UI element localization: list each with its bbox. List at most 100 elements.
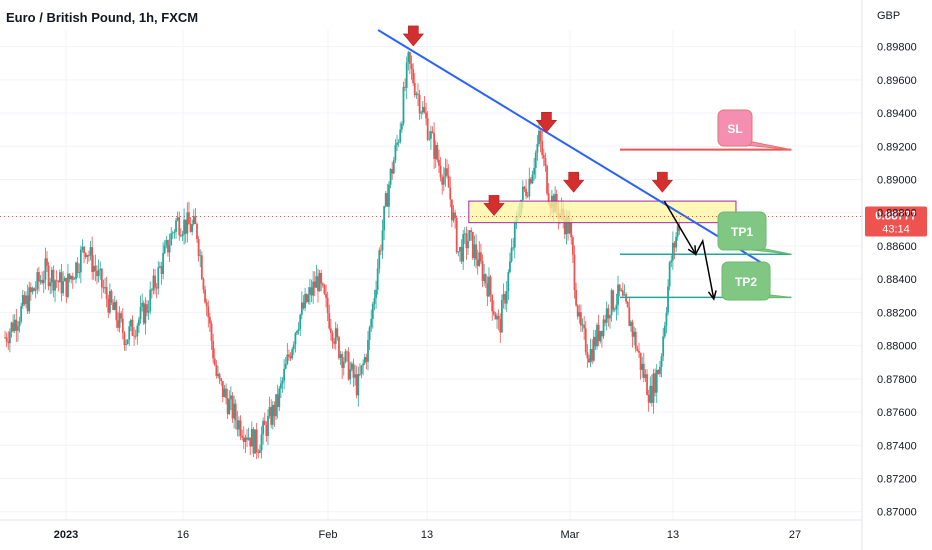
candle-body — [591, 348, 594, 361]
candle-body — [659, 366, 661, 374]
candle-body — [4, 337, 6, 339]
candle-body — [363, 357, 366, 364]
callout-box-tp2 — [721, 261, 771, 301]
candle-body — [25, 295, 27, 305]
candle-body — [436, 144, 439, 160]
candle-body — [255, 429, 258, 453]
candle-body — [602, 319, 605, 337]
candle-body — [523, 186, 526, 190]
candle-body — [244, 437, 247, 442]
candle-body — [60, 272, 63, 294]
x-tick-label: 16 — [177, 529, 189, 541]
candle-body — [617, 284, 619, 305]
candle-body — [44, 258, 47, 280]
candle-body — [162, 253, 165, 274]
candle-body — [354, 374, 356, 378]
candle-body — [97, 270, 100, 277]
candle-body — [179, 235, 182, 237]
candle-body — [284, 363, 287, 369]
last-price-badge — [865, 206, 927, 237]
candle-body — [134, 335, 137, 337]
candle-body — [63, 278, 66, 282]
candle-body — [112, 302, 115, 310]
candle-body — [220, 378, 223, 382]
candle-body — [368, 327, 371, 341]
candle-body — [667, 286, 669, 313]
candle-body — [29, 287, 32, 293]
candle-body — [465, 233, 468, 249]
candle-body — [370, 318, 373, 328]
candle-body — [126, 339, 129, 344]
candle-body — [246, 437, 248, 440]
y-tick-label: 0.88000 — [877, 341, 917, 353]
candle-body — [367, 340, 369, 362]
x-tick-label: 27 — [789, 529, 801, 541]
candle-body — [463, 233, 466, 235]
y-tick-label: 0.89600 — [877, 75, 917, 87]
candle-body — [250, 428, 253, 447]
candle-body — [426, 118, 429, 140]
candle-body — [110, 291, 113, 303]
candle-body — [209, 317, 211, 324]
candle-body — [265, 425, 268, 436]
candle-body — [536, 143, 539, 153]
candle-body — [118, 313, 121, 328]
candle-body — [283, 368, 286, 381]
candle-body — [438, 159, 440, 166]
candle-body — [418, 94, 421, 114]
candle-body — [46, 258, 48, 266]
candle-body — [439, 165, 442, 178]
candle-body — [457, 251, 460, 253]
candle-body — [270, 407, 273, 425]
candle-body — [234, 403, 237, 421]
candle-body — [531, 174, 534, 184]
candle-body — [328, 313, 331, 329]
candle-body — [630, 321, 632, 327]
candle-body — [200, 255, 203, 280]
candle-body — [67, 273, 69, 297]
candle-body — [649, 385, 652, 403]
y-tick-label: 0.88200 — [877, 307, 917, 319]
candle-body — [533, 167, 536, 175]
candle-body — [305, 294, 308, 303]
candle-body — [654, 373, 657, 393]
candle-body — [505, 291, 508, 304]
candle-body — [79, 249, 82, 273]
candle-body — [588, 358, 590, 363]
x-tick-label: 2023 — [54, 529, 78, 541]
candle-body — [99, 268, 102, 271]
candle-body — [304, 294, 306, 309]
y-tick-label: 0.89400 — [877, 108, 917, 120]
candle-body — [534, 152, 537, 168]
candle-body — [379, 250, 382, 252]
candle-body — [102, 287, 105, 289]
candle-body — [459, 247, 461, 252]
candle-body — [12, 322, 15, 332]
candle-body — [638, 350, 640, 353]
candle-body — [223, 388, 226, 398]
candle-body — [580, 312, 582, 326]
candle-body — [567, 216, 569, 234]
candle-body — [642, 363, 645, 378]
candle-body — [578, 312, 581, 317]
down-arrow-marker — [483, 195, 505, 216]
candle-body — [510, 247, 513, 262]
candle-body — [442, 176, 445, 185]
candle-body — [339, 354, 342, 359]
candle-body — [117, 320, 119, 328]
candle-body — [429, 131, 432, 139]
candle-body — [447, 175, 450, 188]
candle-body — [57, 281, 60, 283]
candle-body — [675, 236, 677, 248]
candle-body — [70, 276, 73, 280]
candle-body — [171, 232, 174, 234]
candle-body — [596, 324, 598, 347]
candle-body — [218, 373, 221, 379]
x-tick-label: 13 — [421, 529, 433, 541]
candle-body — [581, 324, 584, 326]
x-tick-label: Mar — [561, 529, 580, 541]
candle-body — [628, 307, 631, 327]
candle-body — [186, 212, 189, 234]
